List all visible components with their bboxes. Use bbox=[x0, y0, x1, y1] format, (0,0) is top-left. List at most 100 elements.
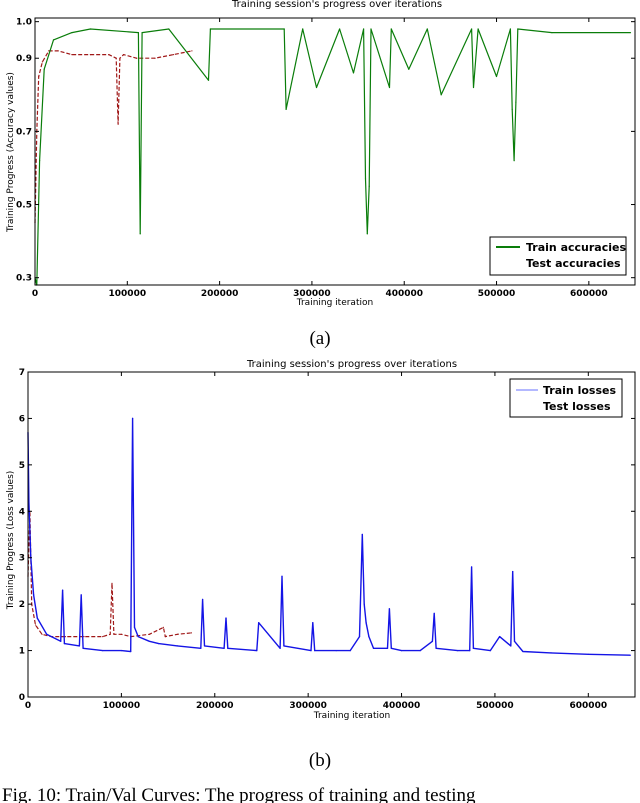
loss-train-losses-point bbox=[368, 636, 370, 638]
loss-train-losses-point bbox=[82, 647, 84, 649]
accuracy-test-accuracies-point bbox=[117, 123, 119, 125]
accuracy-test-accuracies-point bbox=[89, 54, 91, 56]
accuracy-legend-box bbox=[489, 236, 627, 276]
accuracy-legend-train-label: Train accuracies bbox=[526, 241, 626, 254]
loss-train-losses-point bbox=[435, 647, 437, 649]
accuracy-train-accuracies-point bbox=[285, 108, 287, 110]
loss-train-losses-point bbox=[550, 652, 552, 654]
loss-train-losses-point bbox=[33, 594, 35, 596]
loss-legend-test-label: Test losses bbox=[543, 400, 611, 413]
loss-x-tick-label: 0 bbox=[25, 701, 31, 711]
loss-test-losses-point bbox=[113, 633, 115, 635]
loss-x-axis-label: Training iteration bbox=[313, 711, 390, 721]
loss-y-tick-label: 3 bbox=[19, 554, 25, 564]
loss-test-losses-point bbox=[34, 624, 37, 626]
loss-train-losses-point bbox=[358, 636, 361, 638]
loss-train-losses-point bbox=[390, 647, 392, 649]
accuracy-x-tick-label: 100000 bbox=[109, 289, 147, 299]
loss-train-losses-point bbox=[279, 647, 281, 649]
accuracy-train-accuracies-point bbox=[426, 28, 428, 30]
accuracy-train-accuracies-point bbox=[302, 28, 304, 30]
loss-chart-title: Training session's progress over iterati… bbox=[246, 359, 457, 370]
accuracy-train-accuracies-point bbox=[517, 28, 519, 30]
loss-train-losses-point bbox=[512, 571, 514, 573]
loss-train-losses-point bbox=[629, 654, 631, 656]
accuracy-train-accuracies-point bbox=[513, 160, 515, 162]
loss-test-losses-point bbox=[109, 633, 111, 635]
loss-train-losses-point bbox=[388, 608, 390, 610]
loss-train-losses-point bbox=[176, 645, 178, 647]
panel-label-a: (a) bbox=[309, 328, 330, 349]
accuracy-x-axis-label: Training iteration bbox=[296, 298, 373, 308]
accuracy-test-accuracies-point bbox=[191, 50, 193, 52]
loss-train-losses-point bbox=[133, 626, 136, 629]
accuracy-train-accuracies-point bbox=[339, 28, 341, 30]
loss-test-losses-point bbox=[162, 626, 164, 629]
accuracy-train-accuracies-series bbox=[34, 28, 632, 286]
loss-y-tick-label: 2 bbox=[19, 600, 25, 610]
loss-train-losses-point bbox=[471, 566, 473, 568]
loss-train-losses-point bbox=[513, 640, 516, 642]
accuracy-train-accuracies-point bbox=[366, 233, 368, 235]
loss-train-losses-point bbox=[227, 647, 229, 649]
accuracy-train-accuracies-point bbox=[364, 178, 367, 180]
loss-x-tick-label: 200000 bbox=[196, 701, 234, 711]
accuracy-y-tick-label: 1.0 bbox=[16, 18, 32, 28]
accuracy-train-accuracies-line bbox=[34, 28, 631, 286]
accuracy-train-accuracies-point bbox=[370, 28, 372, 30]
accuracy-train-accuracies-point bbox=[551, 31, 553, 34]
accuracy-x-tick-label: 200000 bbox=[201, 289, 239, 299]
loss-train-losses-point bbox=[457, 650, 459, 652]
accuracy-y-tick-label: 0.5 bbox=[16, 201, 32, 211]
loss-y-tick-label: 1 bbox=[19, 647, 25, 657]
loss-train-losses-point bbox=[433, 612, 435, 615]
loss-test-losses-point bbox=[64, 636, 66, 638]
accuracy-train-accuracies-point bbox=[39, 160, 41, 162]
loss-train-losses-point bbox=[361, 533, 363, 536]
accuracy-train-accuracies-point bbox=[472, 86, 475, 89]
panel-label-b: (b) bbox=[309, 750, 331, 771]
accuracy-train-accuracies-point bbox=[352, 72, 355, 74]
accuracy-train-accuracies-point bbox=[207, 79, 210, 81]
loss-train-losses-point bbox=[148, 640, 150, 642]
loss-x-tick-label: 500000 bbox=[476, 701, 514, 711]
accuracy-chart: Training session's progress over iterati… bbox=[6, 0, 636, 308]
accuracy-test-accuracies-point bbox=[108, 54, 110, 56]
loss-train-losses-point bbox=[225, 617, 227, 619]
accuracy-train-accuracies-point bbox=[388, 86, 391, 89]
accuracy-plot-frame bbox=[34, 17, 636, 286]
accuracy-test-accuracies-point bbox=[57, 50, 59, 52]
loss-train-losses-point bbox=[281, 575, 283, 577]
loss-test-losses-line bbox=[27, 510, 192, 638]
accuracy-train-accuracies-point bbox=[408, 68, 410, 70]
loss-y-tick-label: 6 bbox=[19, 414, 25, 424]
loss-train-losses-point bbox=[349, 650, 351, 652]
accuracy-test-accuracies-point bbox=[71, 54, 73, 56]
loss-test-losses-point bbox=[190, 632, 192, 634]
accuracy-test-accuracies-line bbox=[34, 50, 193, 223]
loss-train-losses-point bbox=[62, 589, 64, 591]
accuracy-train-accuracies-point bbox=[629, 31, 632, 34]
accuracy-x-tick-label: 300000 bbox=[293, 289, 331, 299]
accuracy-train-accuracies-point bbox=[315, 86, 318, 89]
loss-train-losses-point bbox=[431, 640, 433, 642]
loss-train-losses-point bbox=[80, 594, 82, 596]
loss-train-losses-point bbox=[60, 640, 62, 642]
accuracy-train-accuracies-point bbox=[283, 28, 285, 30]
loss-legend-box bbox=[509, 378, 623, 418]
loss-train-losses-point bbox=[419, 650, 421, 652]
loss-test-losses-point bbox=[164, 636, 166, 638]
accuracy-train-accuracies-point bbox=[137, 31, 139, 34]
loss-train-losses-point bbox=[120, 650, 122, 652]
accuracy-test-accuracies-point bbox=[154, 57, 156, 59]
loss-train-losses-point bbox=[372, 647, 375, 649]
loss-legend: Train losses Test losses bbox=[509, 378, 623, 418]
accuracy-test-accuracies-point bbox=[41, 61, 44, 63]
loss-train-losses-point bbox=[312, 622, 314, 624]
loss-train-losses-point bbox=[472, 647, 474, 649]
accuracy-y-tick-label: 0.7 bbox=[16, 127, 32, 137]
accuracy-train-accuracies-point bbox=[141, 31, 143, 34]
figure-caption: Fig. 10: Train/Val Curves: The progress … bbox=[2, 785, 476, 803]
loss-x-tick-label: 100000 bbox=[103, 701, 141, 711]
loss-x-tick-label: 600000 bbox=[570, 701, 608, 711]
